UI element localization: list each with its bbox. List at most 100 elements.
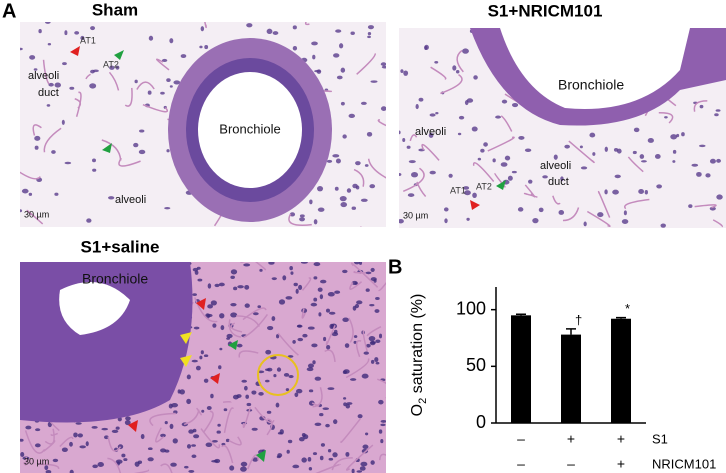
scale-bar-label: 30 µm — [24, 456, 49, 466]
nucleus — [623, 210, 627, 216]
nucleus — [251, 427, 258, 431]
nucleus — [240, 466, 247, 472]
nucleus — [25, 425, 32, 430]
tissue-strand — [59, 436, 74, 448]
condition-mark: – — [517, 456, 525, 472]
nucleus — [327, 387, 335, 391]
nucleus — [428, 132, 434, 138]
nucleus — [230, 302, 237, 307]
tissue-strand — [712, 219, 723, 228]
tissue-strand — [487, 136, 515, 152]
tissue-strand — [627, 156, 644, 173]
nucleus — [285, 296, 293, 300]
nucleus — [186, 374, 191, 380]
nucleus — [399, 130, 401, 135]
nucleus — [528, 179, 533, 184]
nucleus — [283, 373, 290, 377]
nucleus — [252, 457, 259, 462]
nucleus — [292, 45, 298, 51]
nucleus — [604, 189, 608, 195]
nucleus — [340, 67, 346, 73]
nucleus — [317, 287, 323, 292]
tissue-strand — [430, 66, 447, 80]
nucleus — [716, 158, 721, 163]
bar-chart: 0 50 100 O2 saturation (%) † * – + + S1 – – + NRICM10… — [409, 287, 716, 472]
tissue-strand — [160, 463, 173, 473]
nucleus — [313, 297, 318, 302]
nucleus — [322, 407, 329, 411]
nucleus — [400, 69, 404, 74]
nucleus — [90, 69, 95, 74]
image-title: S1+NRICM101 — [488, 1, 603, 20]
nucleus — [471, 126, 478, 132]
tissue-strand — [242, 407, 251, 428]
nucleus — [335, 29, 342, 33]
nucleus — [133, 142, 139, 148]
nucleus — [200, 350, 204, 355]
nucleus — [614, 174, 621, 179]
tissue-strand — [421, 143, 440, 161]
nucleus — [380, 438, 384, 444]
nucleus — [92, 168, 97, 172]
nucleus — [308, 389, 314, 393]
nucleus — [592, 152, 596, 156]
tissue-strand — [312, 387, 323, 408]
nucleus — [378, 333, 383, 339]
nucleus — [699, 104, 704, 109]
nucleus — [237, 285, 244, 289]
nucleus — [342, 317, 349, 323]
nucleus — [236, 394, 242, 398]
tissue-strand — [377, 378, 386, 399]
nucleus — [203, 378, 209, 383]
nucleus — [688, 204, 693, 208]
image-label: AT2 — [103, 59, 119, 69]
nucleus — [180, 54, 187, 59]
tissue-strand — [107, 436, 122, 452]
nucleus — [288, 375, 294, 379]
nucleus — [313, 219, 318, 225]
nucleus — [77, 433, 84, 438]
nucleus — [91, 426, 98, 429]
nucleus — [518, 135, 525, 140]
tissue-strand — [196, 407, 203, 416]
nucleus — [34, 443, 41, 448]
nucleus — [369, 303, 375, 307]
nucleus — [101, 427, 108, 431]
nucleus — [179, 389, 185, 395]
arrow — [114, 50, 124, 60]
nucleus — [332, 154, 340, 158]
y-tick-label: 50 — [466, 355, 486, 375]
nucleus — [369, 184, 376, 189]
nucleus — [355, 161, 361, 166]
nucleus — [345, 451, 350, 457]
tissue-strand — [183, 409, 200, 426]
tissue-strand — [304, 22, 310, 26]
nucleus — [134, 79, 138, 84]
arrow — [128, 420, 138, 432]
nucleus — [511, 103, 519, 108]
nucleus — [644, 190, 648, 195]
tissue-strand — [223, 407, 235, 434]
tissue-strand — [149, 412, 176, 427]
nucleus — [272, 31, 279, 35]
nucleus — [349, 378, 357, 381]
nucleus — [301, 457, 307, 463]
image-label: Bronchiole — [82, 271, 148, 287]
nucleus — [259, 268, 263, 272]
nucleus — [69, 441, 73, 447]
nucleus — [319, 413, 324, 417]
nucleus — [218, 365, 222, 370]
nucleus — [473, 75, 478, 80]
nucleus — [186, 398, 192, 405]
nucleus — [415, 104, 419, 110]
nucleus — [285, 388, 290, 392]
nucleus — [342, 269, 348, 274]
nucleus — [292, 25, 297, 30]
nucleus — [647, 137, 654, 143]
nucleus — [367, 35, 371, 39]
tissue-strand — [20, 171, 41, 180]
nucleus — [289, 265, 293, 271]
nucleus — [407, 193, 415, 197]
tissue-strand — [74, 98, 82, 109]
nucleus — [307, 363, 314, 369]
